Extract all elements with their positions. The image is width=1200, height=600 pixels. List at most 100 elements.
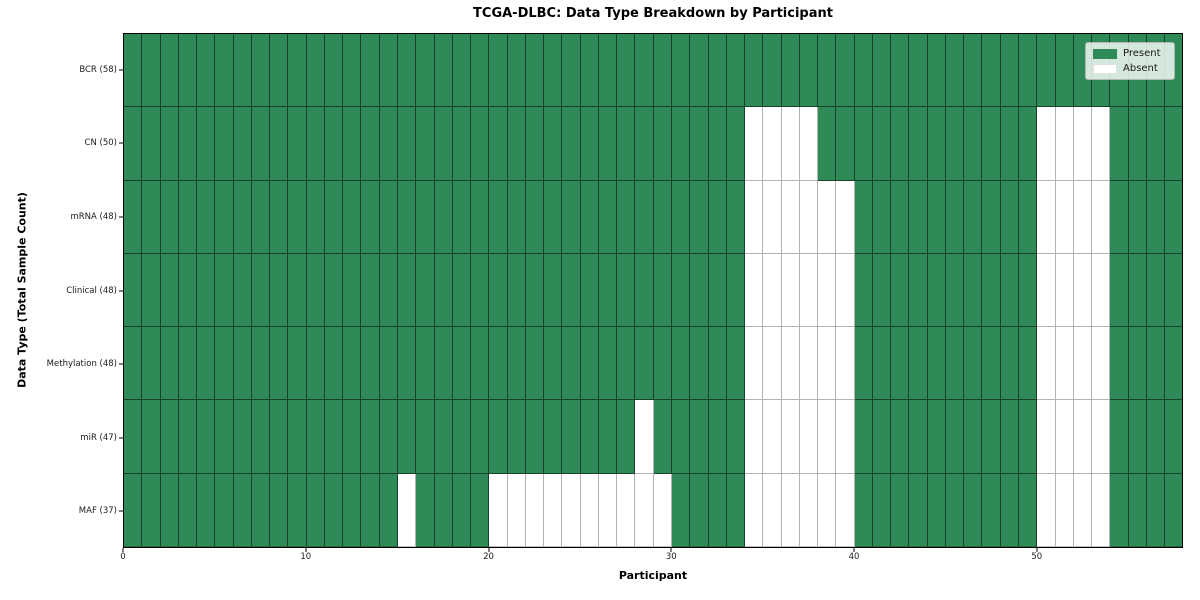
heatmap-cell: [142, 253, 161, 328]
heatmap-cell: [525, 34, 545, 108]
heatmap-cell: [562, 180, 581, 254]
heatmap-cell: [818, 253, 837, 328]
heatmap-cell: [982, 253, 1001, 328]
heatmap-cell: [1055, 253, 1074, 328]
heatmap-cell: [1146, 180, 1166, 254]
x-tick-mark: [1036, 548, 1038, 552]
heatmap-cell: [708, 327, 727, 401]
heatmap-cell: [781, 107, 800, 181]
heatmap-cell: [379, 253, 398, 328]
heatmap-cell: [891, 253, 910, 328]
heatmap-cell: [215, 34, 234, 108]
heatmap-cell: [489, 107, 508, 181]
heatmap-cell: [452, 180, 472, 254]
heatmap-cell: [745, 473, 764, 547]
heatmap-cell: [197, 180, 216, 254]
heatmap-cell: [525, 107, 545, 181]
heatmap-cell: [471, 400, 490, 474]
heatmap-cell: [635, 180, 654, 254]
heatmap-cell: [745, 34, 764, 108]
heatmap-cell: [1073, 400, 1093, 474]
y-tick-label: BCR (58): [79, 64, 117, 75]
heatmap-cell: [781, 327, 800, 401]
heatmap-cell: [507, 107, 526, 181]
heatmap-cell: [818, 400, 837, 474]
legend-swatch-absent: [1093, 63, 1117, 74]
heatmap-cell: [1073, 473, 1093, 547]
heatmap-cell: [891, 107, 910, 181]
heatmap-cell: [1037, 34, 1056, 108]
legend-label-present: Present: [1123, 48, 1161, 59]
heatmap-cell: [397, 253, 417, 328]
heatmap-cell: [525, 400, 545, 474]
x-tick-label: 20: [483, 552, 494, 562]
heatmap-cell: [124, 400, 143, 474]
heatmap-cell: [690, 34, 709, 108]
heatmap-cell: [909, 253, 928, 328]
heatmap-cell: [836, 34, 855, 108]
heatmap-cell: [982, 473, 1001, 547]
y-tick-mark: [119, 216, 123, 218]
heatmap-cell: [726, 180, 746, 254]
heatmap-cell: [781, 473, 800, 547]
heatmap-cell: [306, 400, 325, 474]
heatmap-cell: [1000, 253, 1020, 328]
heatmap-cell: [379, 34, 398, 108]
x-tick-mark: [670, 548, 672, 552]
heatmap-cell: [471, 107, 490, 181]
heatmap-cell: [763, 327, 782, 401]
y-tick-label: CN (50): [84, 138, 117, 149]
heatmap-cell: [471, 180, 490, 254]
heatmap-cell: [324, 400, 344, 474]
heatmap-cell: [708, 400, 727, 474]
heatmap-cell: [544, 327, 563, 401]
heatmap-cell: [635, 107, 654, 181]
heatmap-row-CN: [124, 107, 1183, 181]
heatmap-cell: [964, 34, 983, 108]
heatmap-cell: [343, 400, 362, 474]
heatmap-cell: [1073, 107, 1093, 181]
heatmap-cell: [324, 253, 344, 328]
heatmap-cell: [818, 34, 837, 108]
heatmap-cell: [964, 180, 983, 254]
x-tick-mark: [488, 548, 490, 552]
heatmap-cell: [525, 327, 545, 401]
heatmap-cell: [160, 107, 179, 181]
heatmap-cell: [197, 327, 216, 401]
heatmap-cell: [982, 107, 1001, 181]
heatmap-cell: [416, 107, 435, 181]
heatmap-cell: [872, 107, 892, 181]
heatmap-cell: [1073, 180, 1093, 254]
heatmap-cell: [745, 180, 764, 254]
y-tick-label: mRNA (48): [70, 211, 117, 222]
heatmap-cell: [142, 400, 161, 474]
heatmap-cell: [124, 253, 143, 328]
heatmap-cell: [1000, 107, 1020, 181]
heatmap-cell: [544, 107, 563, 181]
heatmap-cell: [945, 400, 965, 474]
heatmap-cell: [562, 473, 581, 547]
heatmap-cell: [489, 180, 508, 254]
heatmap-cell: [452, 253, 472, 328]
heatmap-cell: [836, 180, 855, 254]
heatmap-cell: [635, 400, 654, 474]
heatmap-cell: [653, 180, 672, 254]
heatmap-cell: [726, 400, 746, 474]
heatmap-cell: [306, 34, 325, 108]
heatmap-cell: [781, 253, 800, 328]
heatmap-cell: [452, 107, 472, 181]
heatmap-cell: [160, 400, 179, 474]
heatmap-cell: [434, 34, 453, 108]
heatmap-cell: [671, 253, 691, 328]
heatmap-cell: [909, 180, 928, 254]
heatmap-cell: [142, 34, 161, 108]
heatmap-cell: [1037, 473, 1056, 547]
heatmap-cell: [1055, 400, 1074, 474]
heatmap-cell: [379, 180, 398, 254]
heatmap-cell: [142, 473, 161, 547]
heatmap-row-BCR: [124, 34, 1183, 108]
heatmap-cell: [1146, 327, 1166, 401]
heatmap-cell: [343, 327, 362, 401]
heatmap-cell: [617, 107, 636, 181]
heatmap-cell: [854, 180, 873, 254]
